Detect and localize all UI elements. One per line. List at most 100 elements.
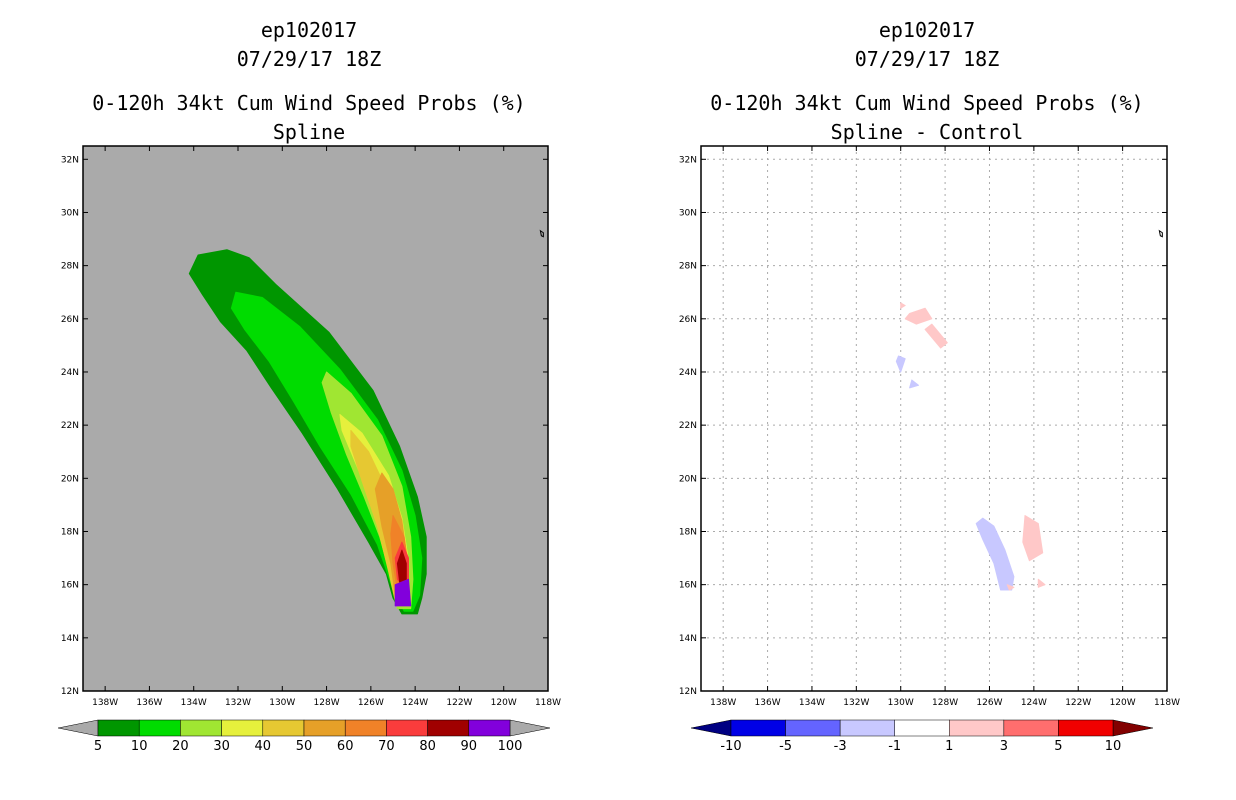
left-x-tick-label: 126W: [358, 698, 384, 708]
right-contour-neg1: [909, 379, 919, 389]
left-y-tick-label: 12N: [61, 687, 79, 697]
left-colorbar-swatch: [386, 719, 428, 737]
right-colorbar-swatch: [785, 719, 841, 737]
right-x-tick-label: 128W: [932, 698, 958, 708]
right-colorbar-under-arrow: [690, 719, 732, 737]
right-colorbar-label: -1: [888, 739, 901, 754]
right-x-tick-label: 124W: [1021, 698, 1047, 708]
left-colorbar-label: 80: [419, 739, 436, 754]
right-colorbar-label: 3: [1000, 739, 1008, 754]
right-colorbar-swatch: [949, 719, 1005, 737]
right-y-tick-label: 24N: [679, 368, 697, 378]
right-map-frame: [700, 145, 1168, 692]
right-contour-1: [904, 307, 933, 325]
left-y-tick-label: 14N: [61, 634, 79, 644]
right-x-tick-label: 136W: [755, 698, 781, 708]
left-colorbar-label: 30: [213, 739, 230, 754]
left-colorbar-swatch: [468, 719, 511, 737]
left-x-tick-label: 138W: [92, 698, 118, 708]
right-x-tick-label: 138W: [710, 698, 736, 708]
right-y-tick-label: 16N: [679, 581, 697, 591]
left-y-tick-label: 32N: [61, 155, 79, 165]
left-y-tick-label: 30N: [61, 208, 79, 218]
right-y-tick-label: 18N: [679, 527, 697, 537]
right-contour-neg1: [895, 355, 906, 373]
right-subtitle: Spline - Control: [830, 120, 1024, 144]
left-colorbar-swatch: [221, 719, 264, 737]
right-y-tick-label: 22N: [679, 421, 697, 431]
right-map-background: [701, 146, 1167, 691]
left-y-tick-label: 20N: [61, 474, 79, 484]
left-date: 07/29/17 18Z: [236, 47, 382, 71]
left-colorbar-label: 5: [94, 739, 102, 754]
right-y-tick-label: 14N: [679, 634, 697, 644]
left-island-outline: [539, 229, 544, 238]
left-x-tick-label: 124W: [402, 698, 428, 708]
right-x-tick-label: 134W: [799, 698, 825, 708]
left-colorbar-swatch: [180, 719, 222, 737]
left-colorbar-label: 20: [172, 739, 189, 754]
right-contour-1: [1037, 578, 1046, 588]
right-y-tick-label: 32N: [679, 155, 697, 165]
left-x-tick-label: 122W: [446, 698, 472, 708]
right-colorbar-label: 10: [1105, 739, 1122, 754]
right-x-tick-label: 118W: [1154, 698, 1180, 708]
right-contour-1: [1022, 515, 1044, 562]
right-x-tick-label: 126W: [976, 698, 1002, 708]
left-y-tick-label: 24N: [61, 368, 79, 378]
left-colorbar-label: 10: [131, 739, 148, 754]
right-colorbar-label: -10: [720, 739, 741, 754]
right-colorbar-swatch: [1003, 719, 1059, 737]
left-contour-10: [230, 291, 423, 612]
right-x-tick-label: 122W: [1065, 698, 1091, 708]
right-colorbar-label: -3: [834, 739, 847, 754]
left-x-tick-label: 128W: [314, 698, 340, 708]
left-contour-80: [396, 549, 407, 583]
left-y-tick-label: 22N: [61, 421, 79, 431]
right-colorbar-swatch: [894, 719, 950, 737]
right-x-tick-label: 130W: [888, 698, 914, 708]
right-y-tick-label: 26N: [679, 315, 697, 325]
right-colorbar-over-arrow: [1112, 719, 1154, 737]
right-title: 0-120h 34kt Cum Wind Speed Probs (%): [710, 91, 1144, 115]
left-colorbar-label: 100: [498, 739, 523, 754]
right-contour-1: [900, 302, 906, 309]
right-colorbar-swatch: [839, 719, 895, 737]
left-title: 0-120h 34kt Cum Wind Speed Probs (%): [92, 91, 526, 115]
left-x-tick-label: 130W: [269, 698, 295, 708]
right-island-outline: [1158, 229, 1163, 238]
left-colorbar-label: 60: [337, 739, 354, 754]
right-x-tick-label: 120W: [1110, 698, 1136, 708]
right-colorbar-label: -5: [779, 739, 792, 754]
right-colorbar-swatch: [1058, 719, 1114, 737]
left-colorbar-label: 40: [255, 739, 272, 754]
left-colorbar-swatch: [138, 719, 181, 737]
left-colorbar-label: 90: [461, 739, 478, 754]
left-x-tick-label: 120W: [491, 698, 517, 708]
right-contour-1: [1006, 584, 1015, 591]
left-y-tick-label: 26N: [61, 315, 79, 325]
right-y-tick-label: 12N: [679, 687, 697, 697]
left-colorbar-swatch: [262, 719, 305, 737]
right-y-tick-label: 28N: [679, 262, 697, 272]
left-x-tick-label: 132W: [225, 698, 251, 708]
right-colorbar-label: 5: [1054, 739, 1062, 754]
right-y-tick-label: 20N: [679, 474, 697, 484]
left-colorbar-swatch: [427, 719, 470, 737]
right-storm-id: ep102017: [878, 18, 976, 42]
left-contour-90: [394, 578, 412, 607]
left-colorbar-swatch: [97, 719, 140, 737]
left-colorbar-label: 70: [378, 739, 395, 754]
left-y-tick-label: 16N: [61, 581, 79, 591]
right-date: 07/29/17 18Z: [854, 47, 1000, 71]
left-colorbar-over-arrow: [509, 719, 551, 737]
left-x-tick-label: 134W: [181, 698, 207, 708]
left-colorbar-label: 50: [296, 739, 313, 754]
right-y-tick-label: 30N: [679, 208, 697, 218]
left-storm-id: ep102017: [260, 18, 358, 42]
left-colorbar-under-arrow: [57, 719, 99, 737]
left-colorbar-swatch: [344, 719, 387, 737]
right-contour-neg1: [975, 517, 1015, 591]
left-y-tick-label: 28N: [61, 262, 79, 272]
